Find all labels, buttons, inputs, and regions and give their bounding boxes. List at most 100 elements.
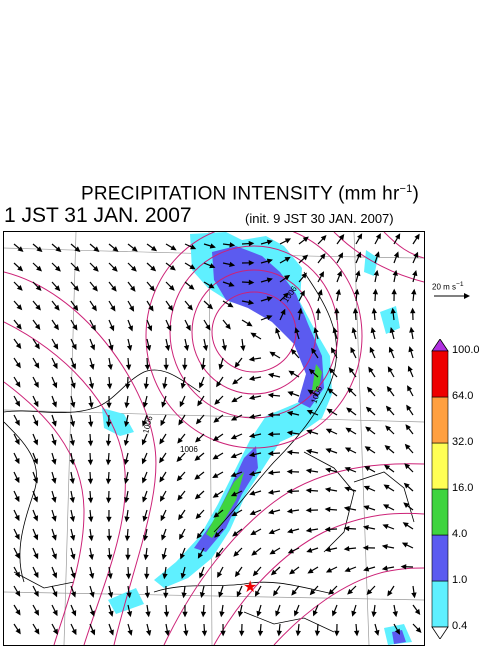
wind-arrowhead xyxy=(141,458,147,465)
wind-arrowhead xyxy=(182,611,188,618)
wind-arrowhead xyxy=(200,364,206,371)
wind-arrowhead xyxy=(144,592,151,599)
wind-arrowhead xyxy=(145,629,152,637)
wind-arrowhead xyxy=(89,610,95,617)
wind-arrowhead xyxy=(14,438,20,446)
wind-arrowhead xyxy=(17,265,24,272)
wind-arrowhead xyxy=(345,427,352,433)
title-close: ) xyxy=(412,183,419,205)
wind-arrowhead xyxy=(70,534,76,542)
wind-arrowhead xyxy=(228,281,235,287)
wind-arrowhead xyxy=(87,478,94,485)
wind-arrowhead xyxy=(88,516,94,523)
wind-arrowhead xyxy=(273,590,279,597)
wind-arrowhead xyxy=(89,363,95,370)
wind-arrowhead xyxy=(142,496,148,503)
wind-arrowhead xyxy=(130,265,137,272)
wind-arrowhead xyxy=(124,402,130,409)
wind-arrowhead xyxy=(326,408,333,414)
wind-arrowhead xyxy=(105,440,112,447)
wind-arrowhead xyxy=(15,381,21,388)
wind-arrowhead xyxy=(354,288,360,295)
wind-arrowhead xyxy=(248,240,255,247)
colorbar-box xyxy=(431,350,449,398)
wind-arrowhead xyxy=(324,526,331,533)
wind-arrowhead xyxy=(362,524,369,531)
wind-arrowhead xyxy=(319,253,326,260)
wind-arrowhead xyxy=(295,630,301,637)
wind-arrowhead xyxy=(231,397,238,403)
wind-arrowhead xyxy=(69,459,75,466)
wind-arrowhead xyxy=(405,424,411,431)
wind-arrowhead xyxy=(199,592,206,599)
wind-arrowhead xyxy=(330,347,337,354)
wind-arrowhead xyxy=(305,507,312,513)
wind-arrowhead xyxy=(325,567,333,573)
wind-arrowhead xyxy=(105,497,112,504)
wind-arrowhead xyxy=(387,366,393,373)
wind-arrowhead xyxy=(412,270,418,277)
wind-arrowhead xyxy=(266,258,273,264)
wind-arrowhead xyxy=(406,404,412,411)
wind-arrowhead xyxy=(181,592,187,599)
wind-arrowhead xyxy=(236,591,242,598)
wind-arrowhead xyxy=(288,370,295,376)
wind-arrowhead xyxy=(276,630,282,637)
wind-arrowhead xyxy=(33,553,39,560)
wind-arrowhead xyxy=(124,516,130,523)
wind-arrowhead xyxy=(89,591,95,598)
wind-arrowhead xyxy=(324,546,331,553)
wind-arrowhead xyxy=(14,457,20,465)
wind-arrowhead xyxy=(92,265,99,272)
wind-arrowhead xyxy=(229,242,236,248)
wind-arrowhead xyxy=(209,243,216,249)
wind-arrowhead xyxy=(373,269,379,276)
wind-arrowhead xyxy=(302,254,309,261)
wind-arrowhead xyxy=(344,566,351,572)
wind-arrowhead xyxy=(394,628,401,635)
wind-arrowhead xyxy=(148,305,154,312)
wind-arrowhead xyxy=(385,425,392,432)
wind-arrowhead xyxy=(183,630,189,637)
wind-arrowhead xyxy=(176,456,183,462)
wind-arrowhead xyxy=(403,502,410,508)
wind-arrowhead xyxy=(35,285,42,292)
wind-arrowhead xyxy=(269,351,276,357)
wind-arrowhead xyxy=(267,392,274,399)
wind-arrowhead xyxy=(163,592,169,599)
wind-arrowhead xyxy=(216,381,222,388)
wind-arrowhead xyxy=(234,571,241,578)
wind-arrowhead xyxy=(70,401,76,408)
wind-arrowhead xyxy=(400,564,407,570)
wind-arrowhead xyxy=(232,378,239,385)
wind-arrowhead xyxy=(143,383,150,390)
wind-arrowhead xyxy=(194,455,201,461)
init-time: (init. 9 JST 30 JAN. 2007) xyxy=(245,211,394,226)
wind-reference-label: 20 m s−1 xyxy=(432,281,464,292)
wind-arrowhead xyxy=(107,573,113,580)
wind-arrowhead xyxy=(234,361,241,368)
wind-arrowhead xyxy=(307,389,314,395)
wind-arrowhead xyxy=(286,410,293,417)
wind-arrowhead xyxy=(355,270,361,277)
wind-arrowhead xyxy=(33,571,39,579)
wind-arrowhead xyxy=(287,548,294,554)
colorbar-level-label: 1.0 xyxy=(452,574,468,586)
wind-arrowhead xyxy=(390,307,396,314)
wind-arrowhead xyxy=(93,246,100,253)
wind-arrowhead xyxy=(351,327,357,334)
wind-arrowhead xyxy=(249,510,256,516)
wind-arrowhead xyxy=(305,487,312,494)
wind-arrowhead xyxy=(248,299,255,305)
wind-arrowhead xyxy=(70,591,76,598)
wind-arrowhead xyxy=(294,327,300,334)
wind-arrowhead xyxy=(268,509,275,515)
wind-arrowhead xyxy=(35,304,41,311)
station-star-icon: ★ xyxy=(243,577,257,596)
wind-arrowhead xyxy=(194,493,201,500)
wind-arrowhead xyxy=(250,332,257,338)
wind-arrowhead xyxy=(69,421,76,428)
wind-arrowhead xyxy=(178,419,184,426)
wind-arrowhead xyxy=(167,305,174,312)
wind-vectors xyxy=(13,233,422,637)
